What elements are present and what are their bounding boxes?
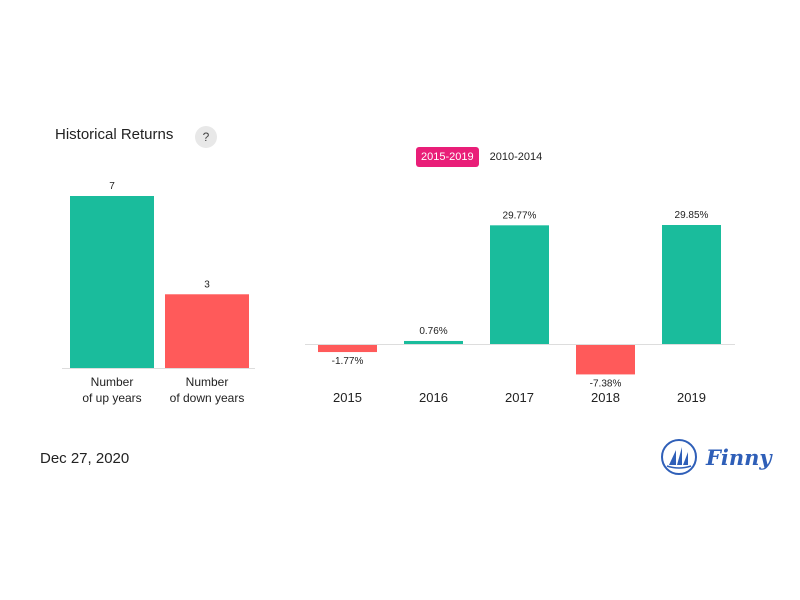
sailboat-icon — [661, 439, 697, 475]
return-tick-label-2017: 2017 — [505, 390, 534, 405]
updown-tick-label-0-0: Number — [91, 375, 134, 389]
return-data-label-2018: -7.38% — [590, 378, 622, 389]
finny-logo[interactable]: Finny — [660, 438, 772, 476]
updown-bar-1 — [165, 294, 249, 368]
return-bar-2019 — [662, 225, 721, 344]
return-bar-2016 — [404, 340, 463, 344]
updown-tick-label-1-0: Number — [186, 375, 229, 389]
return-data-label-2019: 29.85% — [675, 210, 709, 221]
return-bar-2015 — [318, 345, 377, 353]
return-tick-label-2016: 2016 — [419, 390, 448, 405]
return-data-label-2015: -1.77% — [332, 356, 364, 367]
return-tick-label-2015: 2015 — [333, 390, 362, 405]
return-data-label-2017: 29.77% — [503, 210, 537, 221]
brand-name: Finny — [706, 444, 772, 470]
as-of-date: Dec 27, 2020 — [40, 450, 130, 467]
tab-2015-2019[interactable]: 2015-2019 — [416, 147, 479, 167]
updown-data-label-0: 7 — [109, 181, 115, 192]
return-data-label-2016: 0.76% — [419, 326, 447, 337]
updown-tick-label-0-1: of up years — [82, 391, 141, 405]
help-button[interactable]: ? — [195, 126, 217, 148]
return-bar-2017 — [490, 225, 549, 344]
range-tabs: 2015-2019 2010-2014 — [416, 147, 547, 167]
return-bar-2018 — [576, 345, 635, 375]
return-tick-label-2018: 2018 — [591, 390, 620, 405]
updown-data-label-1: 3 — [204, 279, 210, 290]
updown-bar-0 — [70, 196, 154, 368]
tab-2010-2014[interactable]: 2010-2014 — [489, 151, 543, 163]
updown-tick-label-1-1: of down years — [170, 391, 245, 405]
page-title: Historical Returns — [55, 126, 174, 143]
return-tick-label-2019: 2019 — [677, 390, 706, 405]
